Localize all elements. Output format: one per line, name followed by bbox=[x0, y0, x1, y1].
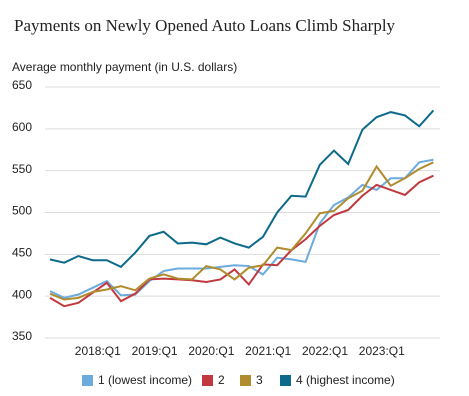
legend-label: 2 bbox=[218, 373, 225, 387]
x-tick-label: 2019:Q1 bbox=[132, 344, 178, 358]
series-line bbox=[49, 109, 435, 269]
y-tick-label: 400 bbox=[12, 287, 32, 301]
legend-swatch bbox=[240, 375, 251, 386]
legend-label: 1 (lowest income) bbox=[98, 373, 192, 387]
y-tick-label: 450 bbox=[12, 246, 32, 260]
x-tick-label: 2020:Q1 bbox=[188, 344, 234, 358]
y-tick-label: 500 bbox=[12, 204, 32, 218]
x-tick-label: 2023:Q1 bbox=[359, 344, 405, 358]
series-line bbox=[49, 161, 434, 301]
chart-title: Payments on Newly Opened Auto Loans Clim… bbox=[14, 16, 396, 35]
x-tick-label: 2021:Q1 bbox=[245, 344, 291, 358]
legend-swatch bbox=[82, 375, 93, 386]
y-axis-label: Average monthly payment (in U.S. dollars… bbox=[12, 60, 237, 74]
y-tick-label: 600 bbox=[12, 120, 32, 134]
legend-swatch bbox=[202, 375, 213, 386]
legend-label: 3 bbox=[256, 373, 263, 387]
series-line bbox=[49, 174, 434, 308]
y-tick-label: 350 bbox=[12, 329, 32, 343]
legend-swatch bbox=[280, 375, 291, 386]
x-tick-label: 2018:Q1 bbox=[75, 344, 121, 358]
x-tick-label: 2022:Q1 bbox=[302, 344, 348, 358]
legend-label: 4 (highest income) bbox=[296, 373, 395, 387]
y-tick-label: 550 bbox=[12, 162, 32, 176]
y-tick-label: 650 bbox=[12, 78, 32, 92]
